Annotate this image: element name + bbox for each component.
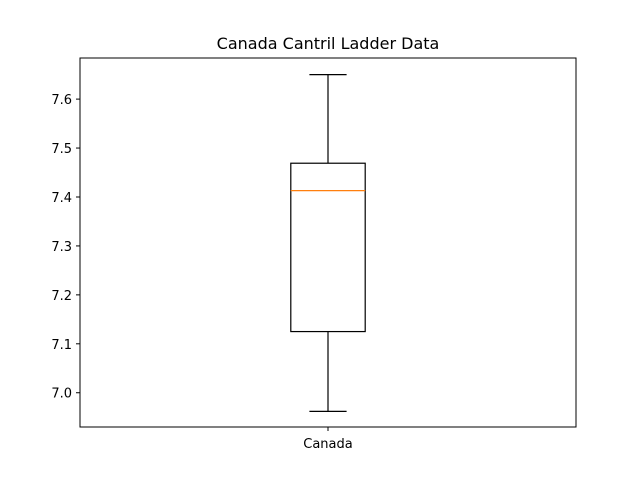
x-tick-label: Canada [303,437,352,452]
x-axis: Canada [303,427,353,452]
y-tick-label: 7.3 [51,240,72,255]
chart-title: Canada Cantril Ladder Data [217,34,440,53]
box-canada [290,74,366,412]
y-tick-label: 7.4 [51,191,72,206]
y-axis: 7.0 7.1 7.2 7.3 7.4 7.5 7.6 [51,93,80,402]
y-tick-label: 7.6 [51,93,72,108]
box-plot-area [290,74,366,412]
y-tick-label: 7.0 [51,387,72,402]
axes-frame [79,57,577,428]
y-tick-label: 7.5 [51,142,72,157]
iqr-box [290,162,366,333]
y-tick-label: 7.2 [51,289,72,304]
y-tick-label: 7.1 [51,338,72,353]
